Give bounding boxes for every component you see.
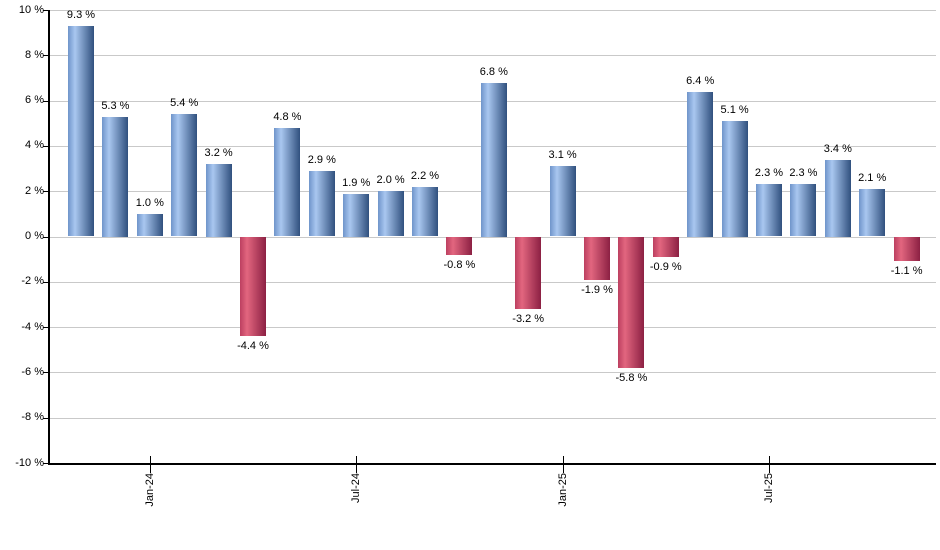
- y-axis-tick: [43, 10, 48, 11]
- positive-bar: [274, 127, 301, 237]
- y-axis-tick-label: -2 %: [21, 275, 44, 288]
- x-axis-tick: [562, 456, 564, 473]
- bar-value-label: 6.8 %: [479, 65, 508, 78]
- gridline: [48, 10, 936, 11]
- positive-bar: [102, 116, 129, 237]
- positive-bar: [790, 184, 817, 237]
- negative-bar: [652, 236, 679, 257]
- bar-value-label: 2.0 %: [376, 174, 405, 187]
- bar-value-label: -0.9 %: [649, 260, 682, 273]
- positive-bar: [136, 213, 163, 237]
- gridline: [48, 236, 936, 238]
- bar-value-label: 2.9 %: [307, 153, 336, 166]
- y-axis-line: [48, 10, 50, 465]
- bar-value-label: 1.9 %: [342, 176, 371, 189]
- y-axis-tick-label: 8 %: [25, 48, 44, 61]
- bar-value-label: 2.3 %: [754, 167, 784, 180]
- positive-bar: [687, 91, 714, 237]
- y-axis-tick-label: 2 %: [25, 184, 44, 197]
- x-axis-tick-label: Jul-24: [350, 473, 363, 503]
- positive-bar: [549, 166, 576, 237]
- negative-bar: [618, 236, 645, 368]
- y-axis-tick-label: 10 %: [18, 3, 44, 16]
- y-axis-tick-label: 6 %: [25, 94, 44, 107]
- negative-bar: [515, 236, 542, 309]
- y-axis-tick: [43, 55, 48, 57]
- bar-value-label: -1.9 %: [581, 283, 613, 296]
- y-axis-tick-label: -8 %: [21, 411, 44, 424]
- negative-bar: [893, 236, 920, 262]
- y-axis-tick: [43, 281, 48, 283]
- bar-value-label: 3.1 %: [548, 149, 577, 162]
- x-axis-tick-label: Jul-25: [763, 473, 775, 503]
- y-axis-tick: [43, 191, 48, 193]
- y-axis-tick: [43, 372, 48, 374]
- y-axis-tick: [43, 327, 48, 329]
- bar-value-label: 2.3 %: [789, 167, 818, 180]
- gridline: [48, 372, 936, 374]
- x-axis-tick-label: Jan-25: [556, 473, 569, 507]
- bar-value-label: 9.3 %: [66, 8, 96, 21]
- positive-bar: [205, 164, 232, 237]
- y-axis-tick: [43, 145, 48, 147]
- positive-bar: [343, 193, 370, 237]
- positive-bar: [824, 159, 851, 237]
- y-axis-tick-label: 0 %: [25, 230, 44, 242]
- y-axis-tick-label: -4 %: [21, 320, 44, 333]
- gridline: [48, 55, 936, 57]
- gridline: [48, 327, 936, 329]
- positive-bar: [859, 188, 886, 237]
- y-axis-tick: [43, 417, 48, 419]
- negative-bar: [240, 236, 266, 337]
- positive-bar: [308, 170, 335, 237]
- bar-value-label: 2.2 %: [410, 169, 440, 182]
- y-axis-tick: [43, 100, 48, 102]
- gridline: [48, 417, 936, 419]
- negative-bar: [446, 236, 473, 255]
- bar-value-label: -4.4 %: [237, 340, 269, 353]
- x-axis-tick: [149, 456, 151, 473]
- bar-value-label: 1.0 %: [135, 196, 164, 209]
- positive-bar: [756, 184, 782, 237]
- bar-value-label: 6.4 %: [686, 74, 715, 87]
- positive-bar: [68, 25, 94, 237]
- bar-value-label: 2.1 %: [858, 171, 887, 184]
- x-axis-line: [48, 463, 936, 465]
- bar-value-label: 5.1 %: [720, 104, 749, 116]
- gridline: [48, 281, 936, 283]
- bar-value-label: -3.2 %: [512, 313, 545, 325]
- y-axis-tick-label: -10 %: [15, 456, 44, 469]
- bar-value-label: -0.8 %: [443, 258, 476, 271]
- bar-value-label: 5.4 %: [170, 97, 199, 110]
- bar-value-label: -5.8 %: [615, 371, 648, 384]
- bar-value-label: -1.1 %: [890, 265, 923, 278]
- bar-value-label: 5.3 %: [101, 99, 130, 112]
- bar-value-label: 3.2 %: [204, 147, 233, 159]
- positive-bar: [412, 186, 438, 237]
- y-axis-tick: [43, 236, 48, 238]
- y-axis-tick-label: 4 %: [25, 139, 44, 152]
- positive-bar: [377, 191, 404, 237]
- positive-bar: [721, 121, 748, 237]
- negative-bar: [584, 236, 610, 280]
- positive-bar: [480, 82, 507, 237]
- x-axis-tick-label: Jan-24: [143, 473, 156, 507]
- x-axis-tick: [769, 456, 770, 473]
- bar-value-label: 4.8 %: [273, 110, 302, 123]
- y-axis-tick: [43, 463, 48, 464]
- x-axis-tick: [356, 456, 358, 473]
- y-axis-tick-label: -6 %: [21, 365, 44, 378]
- positive-bar: [171, 114, 198, 237]
- bar-value-label: 3.4 %: [823, 142, 852, 155]
